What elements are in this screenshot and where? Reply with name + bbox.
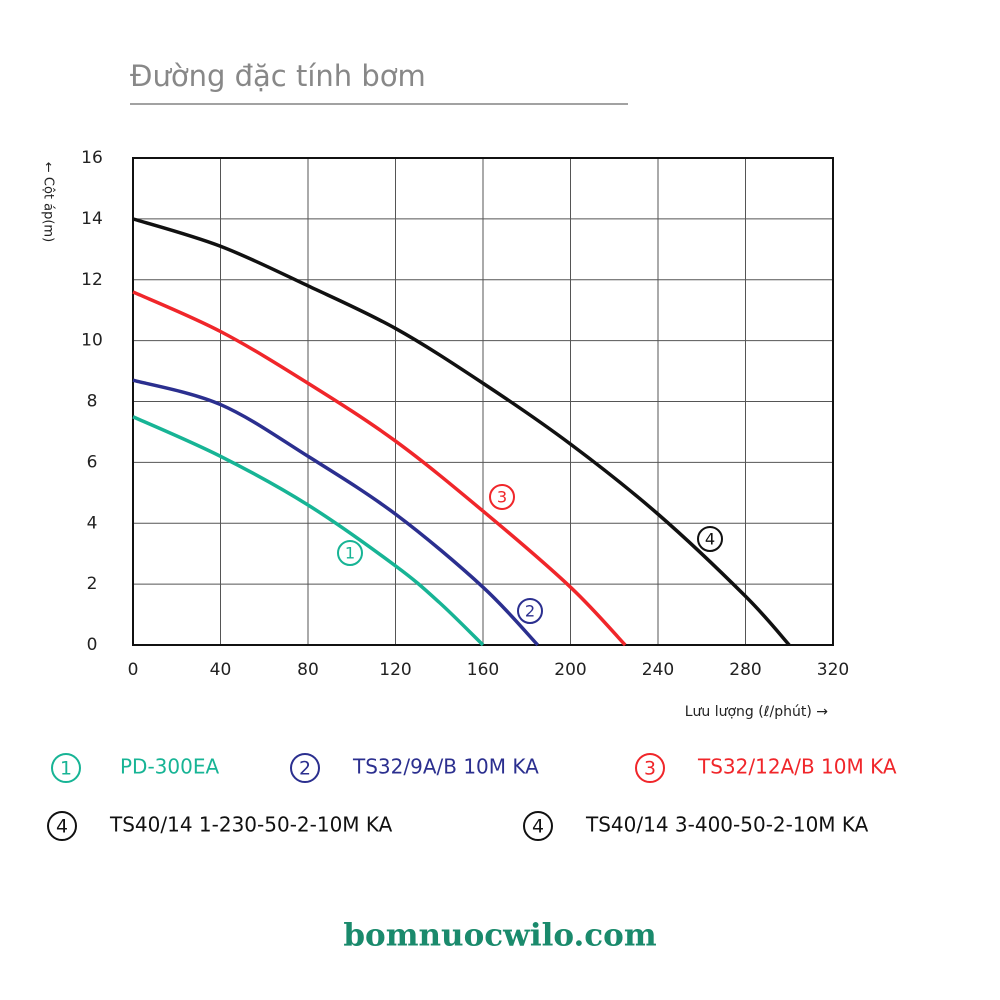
legend-label: TS32/12A/B 10M KA bbox=[697, 755, 897, 779]
marker-number: 1 bbox=[60, 758, 72, 780]
marker-number: 4 bbox=[56, 816, 68, 838]
x-tick-label: 120 bbox=[379, 660, 411, 680]
marker-circle bbox=[697, 526, 723, 552]
marker-number: 4 bbox=[532, 816, 544, 838]
y-tick-label: 10 bbox=[81, 331, 103, 351]
marker-circle bbox=[635, 753, 665, 783]
marker-circle bbox=[47, 811, 77, 841]
legend-label: TS32/9A/B 10M KA bbox=[352, 755, 539, 779]
marker-circle bbox=[517, 598, 543, 624]
legend-label: TS40/14 3-400-50-2-10M KA bbox=[585, 813, 869, 837]
y-tick-label: 6 bbox=[87, 452, 98, 472]
title: Đường đặc tính bơm bbox=[130, 59, 426, 93]
y-axis-label: ← Cột áp(m) bbox=[41, 162, 56, 242]
y-tick-label: 16 bbox=[81, 148, 103, 168]
x-tick-label: 80 bbox=[297, 660, 319, 680]
x-tick-label: 40 bbox=[210, 660, 232, 680]
marker-circle bbox=[51, 753, 81, 783]
y-tick-label: 2 bbox=[87, 574, 98, 594]
curve bbox=[132, 378, 539, 647]
curve bbox=[132, 290, 627, 647]
x-axis-label: Lưu lượng (ℓ/phút) → bbox=[685, 704, 829, 720]
x-tick-label: 320 bbox=[817, 660, 849, 680]
curve bbox=[132, 217, 791, 647]
x-tick-label: 280 bbox=[729, 660, 761, 680]
marker-circle bbox=[523, 811, 553, 841]
x-tick-label: 160 bbox=[467, 660, 499, 680]
legend-label: PD-300EA bbox=[120, 755, 219, 779]
legend-label: TS40/14 1-230-50-2-10M KA bbox=[109, 813, 393, 837]
marker-number: 3 bbox=[644, 758, 656, 780]
y-tick-label: 4 bbox=[87, 513, 98, 533]
y-tick-label: 12 bbox=[81, 270, 103, 290]
x-tick-label: 0 bbox=[128, 660, 139, 680]
marker-number: 4 bbox=[705, 530, 715, 549]
marker-number: 3 bbox=[497, 488, 507, 507]
curve bbox=[132, 415, 485, 647]
marker-number: 2 bbox=[299, 758, 311, 780]
x-tick-label: 200 bbox=[554, 660, 586, 680]
x-tick-label: 240 bbox=[642, 660, 674, 680]
marker-circle bbox=[489, 484, 515, 510]
marker-number: 2 bbox=[525, 602, 535, 621]
marker-circle bbox=[337, 540, 363, 566]
y-tick-label: 8 bbox=[87, 392, 98, 412]
footer: bomnuocwilo.com bbox=[343, 918, 656, 954]
y-tick-label: 0 bbox=[87, 635, 98, 655]
marker-number: 1 bbox=[345, 544, 355, 563]
marker-circle bbox=[290, 753, 320, 783]
y-tick-label: 14 bbox=[81, 209, 103, 229]
